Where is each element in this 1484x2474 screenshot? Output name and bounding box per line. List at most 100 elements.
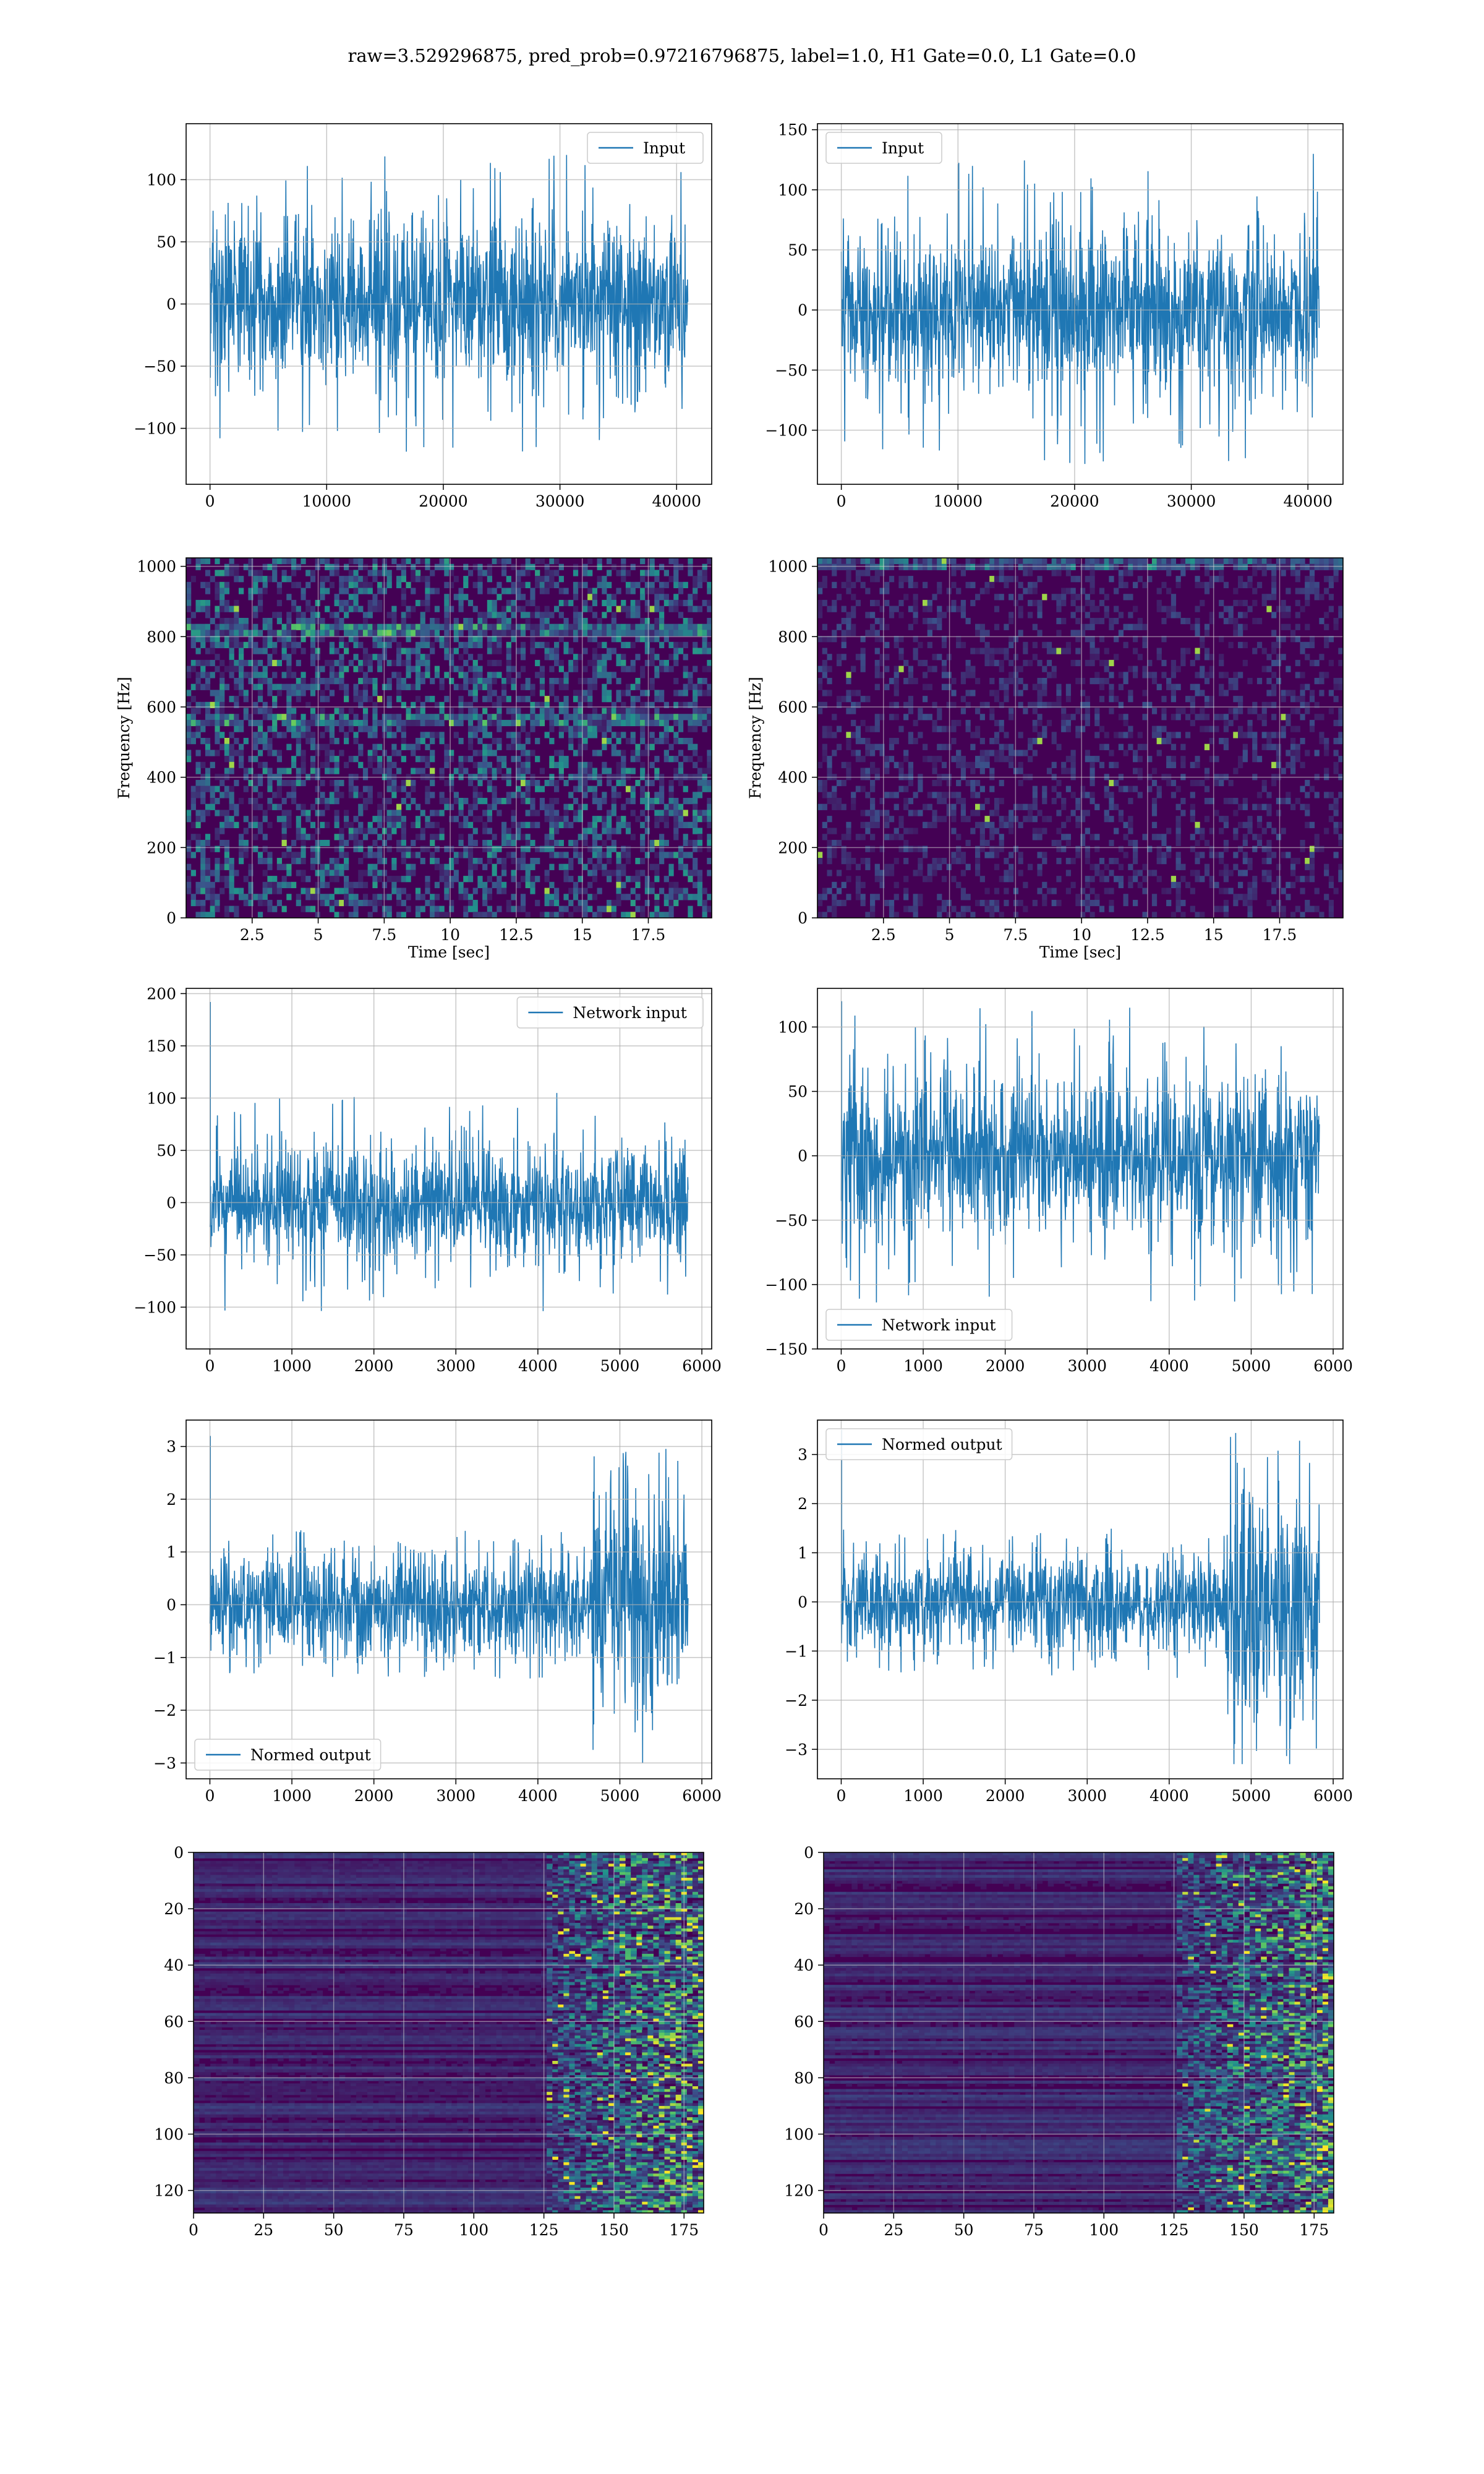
x-tick-label: 6000 <box>1313 1357 1353 1375</box>
x-tick-label: 3000 <box>436 1787 475 1805</box>
legend: Network input <box>516 996 704 1029</box>
x-tick-label: 75 <box>394 2221 414 2239</box>
tick-labels: 0 1000 2000 3000 4000 5000 6000 −100 −50 0 50 100 15… <box>134 985 722 1375</box>
x-tick-label: 0 <box>205 492 215 510</box>
y-tick-label: 100 <box>784 2125 814 2143</box>
y-tick-label: 0 <box>166 909 176 927</box>
heatmap-cells <box>824 1852 1334 2213</box>
y-tick-label: 400 <box>147 769 176 787</box>
y-tick-label: 100 <box>147 171 176 189</box>
x-tick-label: 4000 <box>1149 1357 1189 1375</box>
x-tick-label: 40000 <box>652 492 701 510</box>
axes-frame <box>193 1852 704 2214</box>
panel-5: 0 1000 2000 3000 4000 5000 6000 −100 −50 0 50 100 15… <box>134 985 722 1375</box>
y-tick-label: 0 <box>798 1147 808 1165</box>
panel-3: 2.5 5 7.5 10 12.5 15 17.5 0 200 400 600 800 1000 Time… <box>115 557 712 961</box>
axes-frame <box>186 557 712 918</box>
x-tick-label: 25 <box>254 2221 273 2239</box>
grid <box>817 124 1343 484</box>
panel-10: 0 25 50 75 100 125 150 175 0 20 40 60 80 100 120 <box>784 1844 1334 2239</box>
x-tick-label: 100 <box>1089 2221 1119 2239</box>
y-tick-label: −1 <box>785 1642 808 1660</box>
x-tick-label: 4000 <box>1149 1787 1189 1805</box>
x-tick-label: 5000 <box>1232 1357 1271 1375</box>
plot-area <box>817 558 1343 918</box>
y-tick-label: 3 <box>798 1446 808 1464</box>
axes-frame <box>817 1419 1344 1779</box>
y-tick-label: 20 <box>164 1900 184 1918</box>
x-tick-label: 3000 <box>436 1357 475 1375</box>
x-tick-label: 30000 <box>1167 492 1216 510</box>
legend-label: Network input <box>573 1004 686 1022</box>
x-tick-label: 5000 <box>600 1357 640 1375</box>
x-tick-label: 40000 <box>1283 492 1333 510</box>
y-tick-label: −1 <box>153 1649 176 1667</box>
x-tick-label: 5 <box>945 926 955 944</box>
grid <box>186 124 712 484</box>
x-tick-label: 125 <box>1159 2221 1189 2239</box>
x-tick-label: 5000 <box>1232 1787 1271 1805</box>
y-tick-label: 100 <box>154 2125 184 2143</box>
y-tick-label: 200 <box>147 985 176 1003</box>
panel-1: 0 10000 20000 30000 40000 −100 −50 0 50 100 Input <box>134 123 712 510</box>
panel-2: 0 10000 20000 30000 40000 −100 −50 0 50 100 150 Inp… <box>765 121 1344 510</box>
x-tick-label: 5 <box>313 926 323 944</box>
y-tick-label: −50 <box>143 357 176 375</box>
x-tick-label: 1000 <box>903 1787 943 1805</box>
x-tick-label: 6000 <box>682 1787 722 1805</box>
tick-labels: 0 25 50 75 100 125 150 175 0 20 40 60 80 100 120 <box>154 1844 699 2239</box>
panel-9: 0 25 50 75 100 125 150 175 0 20 40 60 80 100 120 <box>154 1844 704 2239</box>
tick-labels: 0 1000 2000 3000 4000 5000 6000 −150 −100 −50 0 50 1… <box>765 1018 1353 1375</box>
legend: Normed output <box>825 1428 1013 1460</box>
y-tick-label: 1 <box>166 1543 176 1561</box>
y-tick-label: 0 <box>166 1596 176 1614</box>
y-tick-label: 20 <box>794 1900 814 1918</box>
x-tick-label: 175 <box>1299 2221 1329 2239</box>
y-tick-label: −50 <box>143 1246 176 1264</box>
tick-labels: 2.5 5 7.5 10 12.5 15 17.5 0 200 400 600 800 1000 <box>137 558 665 944</box>
axes-frame <box>186 1419 712 1779</box>
y-tick-label: −3 <box>785 1740 808 1758</box>
y-tick-label: 40 <box>794 1956 814 1974</box>
x-tick-label: 125 <box>529 2221 559 2239</box>
heatmap-cells <box>817 558 1343 918</box>
x-tick-label: 10 <box>1072 926 1091 944</box>
tick-labels: 0 10000 20000 30000 40000 −100 −50 0 50 100 150 <box>765 121 1333 510</box>
series-line <box>840 153 1320 464</box>
grid <box>186 1420 712 1779</box>
y-tick-label: 100 <box>778 181 808 199</box>
tick-labels: 0 1000 2000 3000 4000 5000 6000 −3 −2 −1 0 1 2 3 <box>153 1438 722 1805</box>
x-tick-label: 20000 <box>1050 492 1099 510</box>
legend-box <box>516 996 704 1029</box>
x-tick-label: 1000 <box>272 1357 312 1375</box>
heatmap-cells <box>194 1852 704 2213</box>
y-tick-label: 120 <box>154 2182 184 2200</box>
legend: Input <box>825 132 942 164</box>
x-tick-label: 1000 <box>272 1787 312 1805</box>
y-tick-label: −50 <box>775 361 808 379</box>
x-tick-label: 10 <box>440 926 460 944</box>
y-tick-label: −100 <box>765 422 808 440</box>
legend-label: Normed output <box>882 1436 1002 1453</box>
x-tick-label: 50 <box>954 2221 974 2239</box>
x-tick-label: 25 <box>884 2221 903 2239</box>
y-tick-label: 50 <box>156 1142 176 1160</box>
grid <box>186 988 712 1349</box>
y-tick-label: 200 <box>778 839 808 857</box>
y-tick-label: 0 <box>798 1593 808 1611</box>
y-tick-label: 0 <box>798 301 808 319</box>
x-tick-label: 100 <box>459 2221 488 2239</box>
x-tick-label: 17.5 <box>631 926 666 944</box>
x-tick-label: 4000 <box>518 1787 558 1805</box>
y-tick-label: 800 <box>778 628 808 646</box>
x-tick-label: 3000 <box>1067 1357 1107 1375</box>
legend: Input <box>587 132 704 164</box>
x-tick-label: 0 <box>837 1357 846 1375</box>
axes-frame <box>817 988 1344 1350</box>
y-tick-label: −100 <box>765 1276 808 1294</box>
legend-box <box>825 132 942 164</box>
x-tick-label: 2000 <box>354 1787 394 1805</box>
panel-7: 0 1000 2000 3000 4000 5000 6000 −3 −2 −1 0 1 2 3 Norme… <box>153 1419 722 1805</box>
y-tick-label: −2 <box>153 1701 176 1719</box>
axes-frame <box>823 1852 1334 2214</box>
